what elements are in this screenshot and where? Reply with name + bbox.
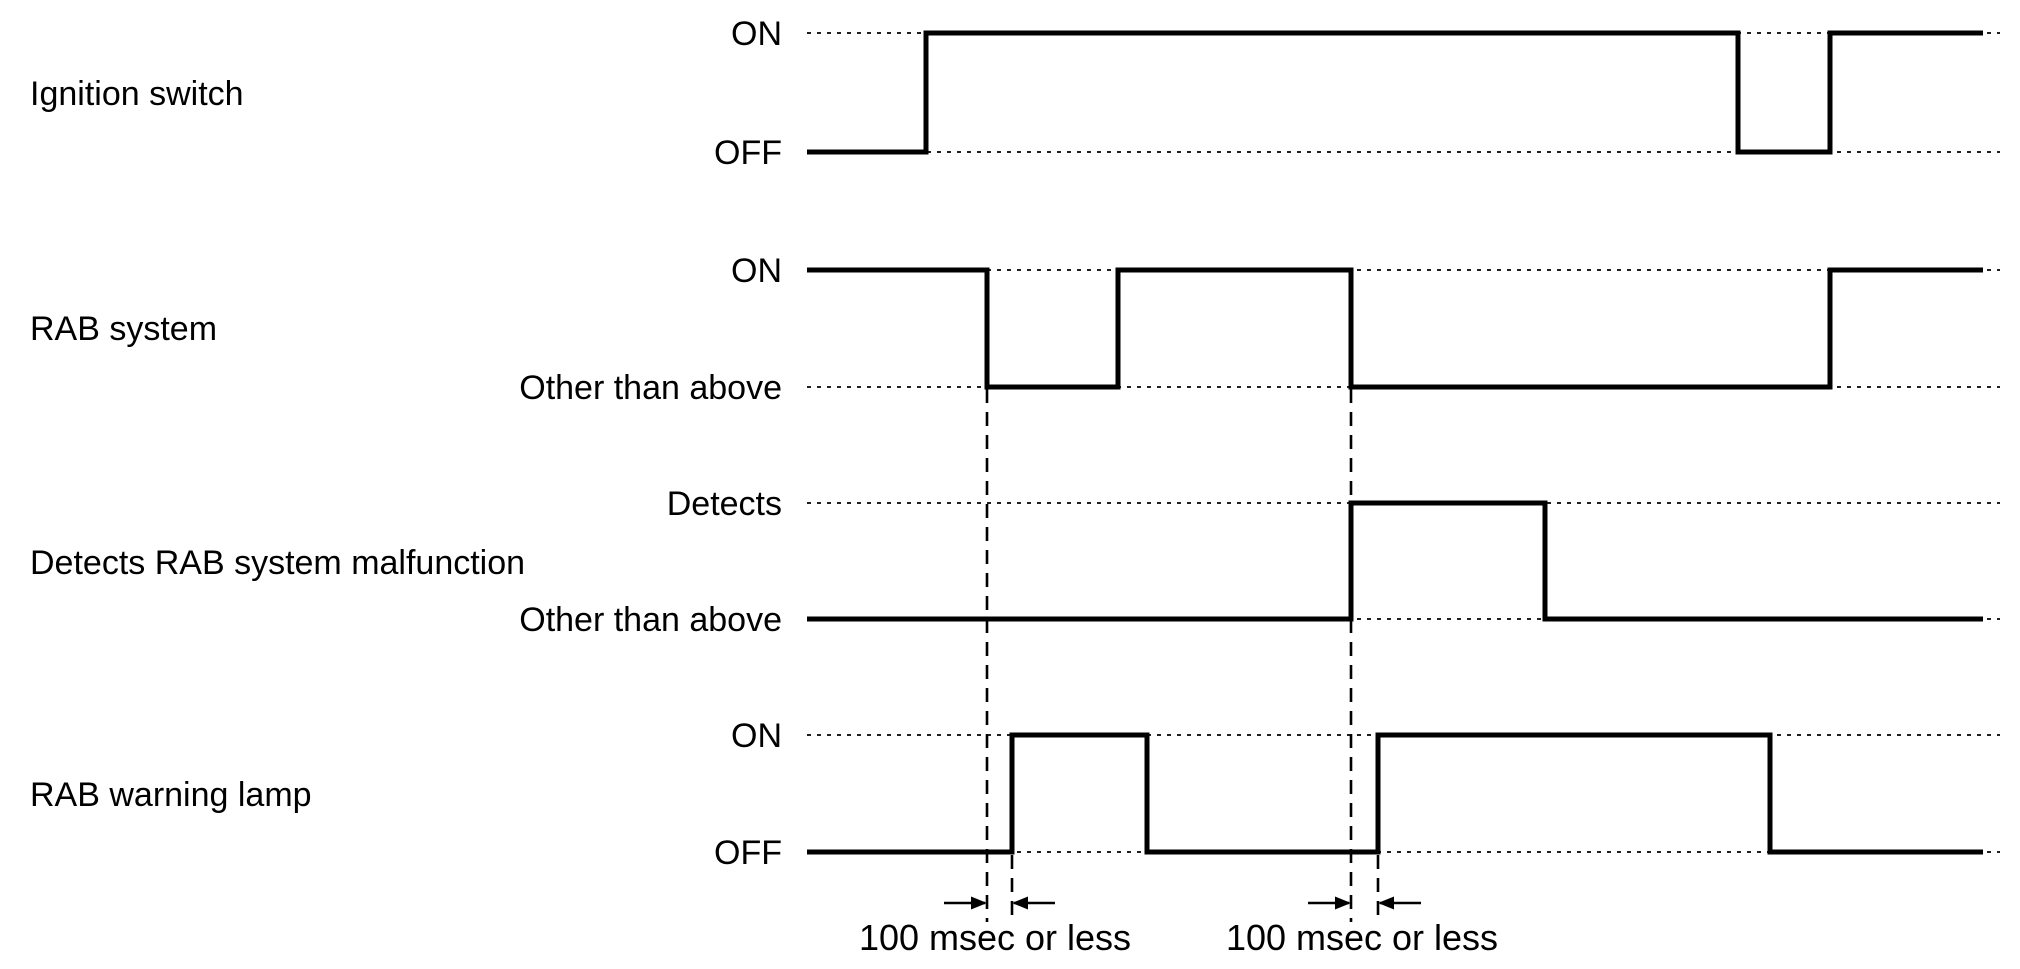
level-label-lamp-on: ON [731,717,782,755]
measurement-label-2: 100 msec or less [1226,917,1498,958]
waveform-detects-rab-system-malfunction [807,500,1983,622]
measurement-label-1: 100 msec or less [859,917,1131,958]
measurement-verticals [985,389,1380,922]
level-label-ignition-on: ON [731,15,782,53]
measurement-arrows [944,896,1421,910]
level-label-detects-other: Other than above [519,601,782,639]
waveforms [807,30,1983,855]
arrow-head-right-icon [1335,896,1351,910]
waveform-rab-system [807,267,1983,390]
row-label-detects-malfunction: Detects RAB system malfunction [30,544,525,582]
waveform-rab-warning-lamp [807,732,1983,855]
arrow-head-right-icon [971,896,987,910]
row-label-rab-warning-lamp: RAB warning lamp [30,776,312,814]
level-label-detects: Detects [667,485,782,523]
level-label-ignition-off: OFF [714,134,782,172]
level-label-rab-system-other: Other than above [519,369,782,407]
row-label-ignition-switch: Ignition switch [30,75,244,113]
level-label-rab-system-on: ON [731,252,782,290]
arrow-head-left-icon [1378,896,1394,910]
row-label-rab-system: RAB system [30,310,217,348]
waveform-ignition-switch [807,30,1983,155]
level-label-lamp-off: OFF [714,834,782,872]
arrow-head-left-icon [1012,896,1028,910]
